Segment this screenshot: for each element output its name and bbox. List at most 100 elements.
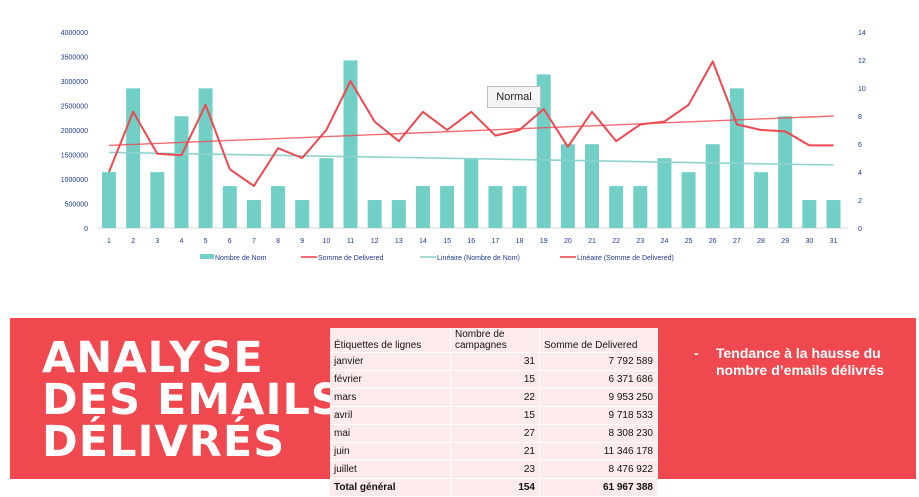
y-tick-label-left: 1500000 <box>61 153 88 160</box>
row-sum: 11 346 178 <box>539 442 658 461</box>
legend-label: Nombre de Nom <box>215 255 267 262</box>
row-count: 15 <box>450 406 540 425</box>
bar <box>609 186 624 228</box>
x-tick-label: 23 <box>636 238 644 245</box>
x-tick-label: 28 <box>757 238 765 245</box>
total-count: 154 <box>450 478 540 497</box>
y-tick-label-right: 8 <box>858 114 862 121</box>
x-tick-label: 6 <box>228 238 232 245</box>
row-label: mai <box>330 424 451 443</box>
bar <box>246 200 261 228</box>
bar <box>826 200 841 228</box>
col-header-sum: Somme de Delivered <box>539 328 658 353</box>
x-tick-label: 25 <box>685 238 693 245</box>
pivot-row: mai 27 8 308 230 <box>330 424 658 443</box>
col-header-label: Étiquettes de lignes <box>330 328 451 353</box>
x-tick-label: 15 <box>443 238 451 245</box>
bar <box>512 186 527 228</box>
pivot-row: avril 15 9 718 533 <box>330 406 658 425</box>
pivot-row: janvier 31 7 792 589 <box>330 352 658 371</box>
legend-delivered: Somme de Delivered <box>301 255 383 262</box>
y-tick-label-left: 2000000 <box>61 128 88 135</box>
pivot-header-row: Étiquettes de lignes Nombre de campagnes… <box>330 328 658 353</box>
row-sum: 6 371 686 <box>539 370 658 389</box>
x-tick-label: 1 <box>107 238 111 245</box>
bullet-text: Tendance à la hausse du nombre d’emails … <box>716 345 885 378</box>
y-tick-label-right: 0 <box>858 226 862 233</box>
bar <box>657 158 672 228</box>
x-tick-label: 30 <box>805 238 813 245</box>
bar <box>343 60 358 228</box>
row-label: avril <box>330 406 451 425</box>
y-tick-label-left: 500000 <box>65 202 88 209</box>
row-sum: 9 953 250 <box>539 388 658 407</box>
bar <box>754 172 769 228</box>
x-tick-label: 22 <box>612 238 620 245</box>
pivot-total-row: Total général 154 61 967 388 <box>330 478 658 497</box>
bar <box>391 200 406 228</box>
bar <box>778 116 793 228</box>
x-tick-label: 7 <box>252 238 256 245</box>
bar <box>102 172 116 228</box>
x-tick-label: 24 <box>661 238 669 245</box>
bar <box>802 200 817 228</box>
bar <box>415 186 430 228</box>
y-tick-label-left: 2500000 <box>61 104 88 111</box>
legend-label: Linéaire (Nombre de Nom) <box>437 255 520 262</box>
total-sum: 61 967 388 <box>539 478 658 497</box>
row-sum: 9 718 533 <box>539 406 658 425</box>
y-tick-label-left: 4000000 <box>61 30 88 37</box>
row-sum: 8 308 230 <box>539 424 658 443</box>
bar <box>681 172 696 228</box>
x-tick-label: 18 <box>516 238 524 245</box>
title-line: DES EMAILS <box>42 375 343 425</box>
row-count: 27 <box>450 424 540 443</box>
x-tick-label: 5 <box>204 238 208 245</box>
bar <box>367 200 382 228</box>
x-tick-label: 10 <box>322 238 330 245</box>
bar <box>585 144 599 228</box>
legend-lineaire-nombre: Linéaire (Nombre de Nom) <box>420 255 520 262</box>
x-tick-label: 21 <box>588 238 596 245</box>
bar <box>271 186 286 228</box>
row-count: 23 <box>450 460 540 479</box>
x-tick-label: 19 <box>540 238 548 245</box>
bar <box>560 144 575 228</box>
bar <box>319 158 334 228</box>
bar <box>633 186 648 228</box>
pivot-row: juin 21 11 346 178 <box>330 442 658 461</box>
y-tick-label-left: 3000000 <box>61 79 88 86</box>
bar <box>126 88 141 228</box>
y-tick-label-right: 2 <box>858 198 862 205</box>
col-header-count: Nombre de campagnes <box>450 328 540 353</box>
row-label: janvier <box>330 352 451 371</box>
bar <box>729 88 744 228</box>
bar <box>464 158 479 228</box>
combo-chart: 0 500000 1000000 1500000 2000000 2500000 30000… <box>61 30 866 262</box>
insight-bullet: - Tendance à la hausse du nombre d’email… <box>694 345 909 379</box>
title-line: ANALYSE <box>42 333 264 383</box>
row-label: mars <box>330 388 451 407</box>
bar <box>150 172 165 228</box>
row-label: juin <box>330 442 451 461</box>
bullet-dash: - <box>694 345 699 361</box>
row-label: février <box>330 370 451 389</box>
x-tick-label: 31 <box>830 238 838 245</box>
bar <box>440 186 455 228</box>
x-tick-label: 16 <box>467 238 475 245</box>
title-line: DÉLIVRÉS <box>42 417 286 467</box>
x-tick-label: 9 <box>300 238 304 245</box>
trendline-nombre <box>108 151 834 166</box>
x-tick-label: 2 <box>131 238 135 245</box>
pivot-table: Étiquettes de lignes Nombre de campagnes… <box>330 328 658 497</box>
y-tick-label-right: 6 <box>858 142 862 149</box>
y-tick-label-right: 10 <box>858 86 866 93</box>
bar <box>174 116 189 228</box>
x-tick-label: 14 <box>419 238 427 245</box>
x-tick-label: 26 <box>709 238 717 245</box>
row-sum: 8 476 922 <box>539 460 658 479</box>
x-tick-label: 12 <box>371 238 379 245</box>
y-tick-label-left: 3500000 <box>61 55 88 62</box>
y-tick-label-right: 4 <box>858 170 862 177</box>
x-tick-label: 29 <box>781 238 789 245</box>
